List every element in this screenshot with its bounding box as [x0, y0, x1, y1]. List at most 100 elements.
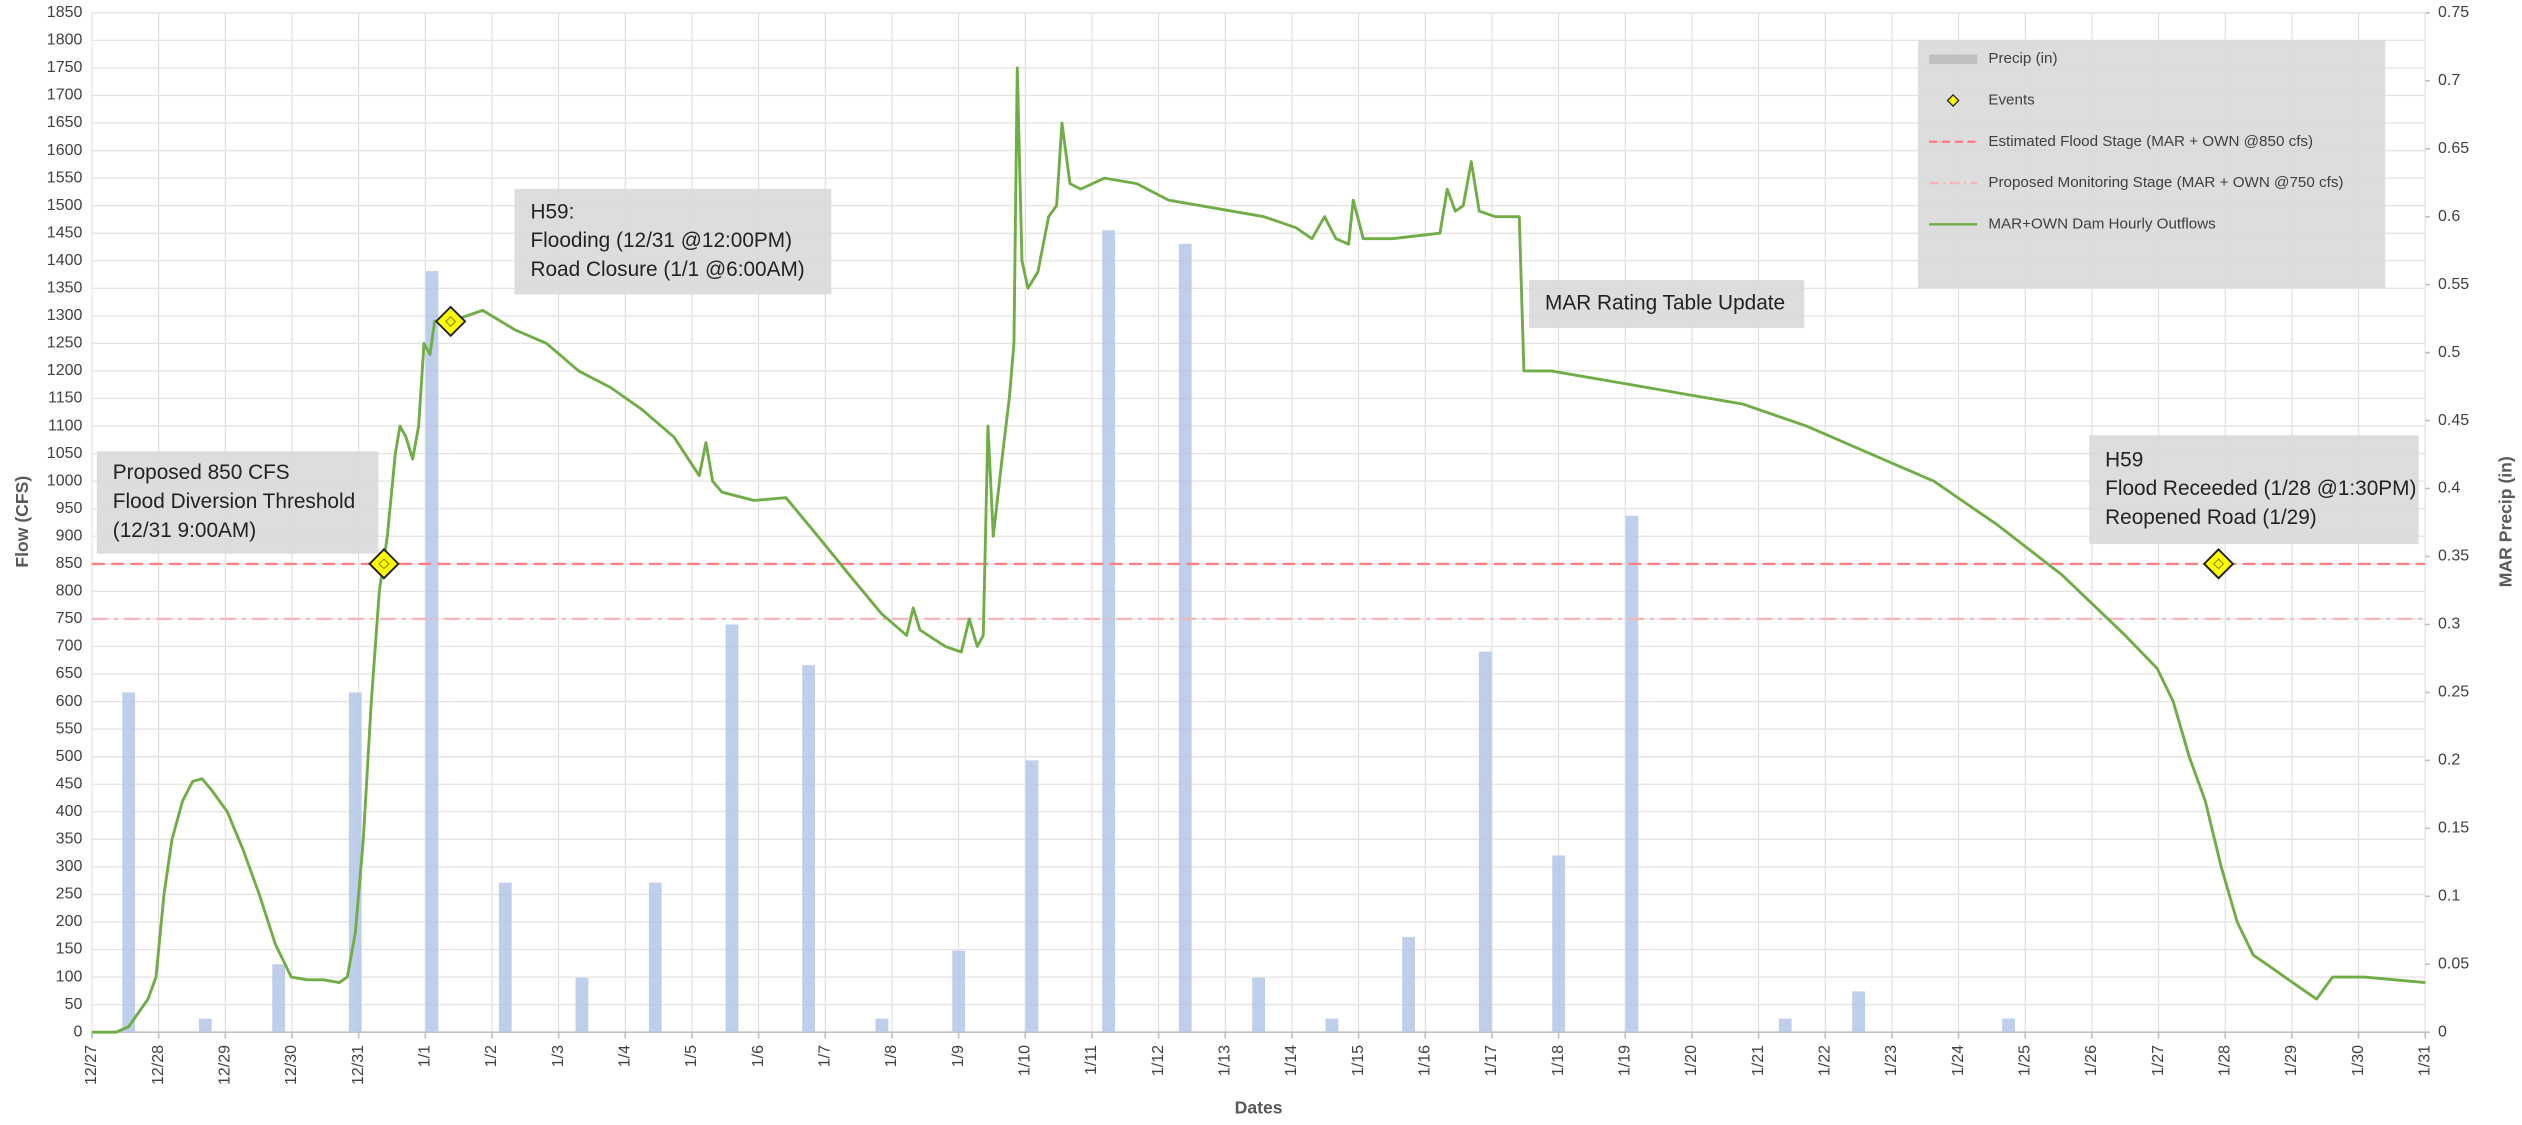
y-tick-label: 1800: [47, 32, 83, 49]
y2-tick-label: 0.1: [2438, 887, 2460, 904]
y-tick-label: 250: [56, 886, 83, 903]
y2-tick-label: 0.45: [2438, 412, 2469, 429]
x-axis-title: Dates: [1235, 1098, 1283, 1118]
y-tick-label: 1150: [48, 390, 83, 407]
x-tick-label: 1/13: [1216, 1045, 1233, 1076]
y-tick-label: 1300: [47, 307, 83, 324]
x-tick-label: 1/25: [2016, 1045, 2033, 1076]
x-tick-label: 12/27: [83, 1045, 100, 1085]
y-tick-label: 400: [56, 803, 83, 820]
y-tick-label: 750: [56, 610, 83, 627]
y-tick-label: 600: [56, 693, 83, 710]
y-tick-label: 1600: [47, 142, 83, 159]
precip-bar: [1025, 760, 1039, 1033]
y2-tick-label: 0.35: [2438, 548, 2469, 565]
x-tick-label: 1/28: [2216, 1045, 2233, 1076]
x-tick-label: 12/31: [350, 1045, 367, 1085]
y-tick-label: 1000: [47, 472, 83, 489]
outflow-line: [91, 66, 2426, 1034]
x-tick-label: 1/8: [883, 1045, 900, 1067]
y-tick-label: 1500: [47, 197, 83, 214]
y-tick-label: 1700: [47, 87, 83, 104]
y-tick-label: 650: [56, 665, 83, 682]
y-tick-label: 950: [56, 500, 83, 517]
annotation-text: (12/31 9:00AM): [113, 519, 256, 542]
y-tick-label: 100: [56, 968, 83, 985]
y-tick-label: 1350: [47, 280, 83, 297]
y2-tick-label: 0: [2438, 1023, 2447, 1040]
x-tick-label: 1/10: [1016, 1045, 1033, 1076]
precip-bar: [198, 1018, 212, 1033]
precip-bar: [1625, 515, 1639, 1033]
precip-bar: [1402, 937, 1415, 1033]
precip-bar: [1852, 991, 1865, 1033]
y2-tick-label: 0.15: [2438, 820, 2469, 837]
precip-bar: [952, 950, 966, 1033]
y-tick-label: 700: [56, 638, 83, 655]
legend-label: Estimated Flood Stage (MAR + OWN @850 cf…: [1988, 133, 2313, 150]
y2-tick-label: 0.2: [2438, 752, 2460, 769]
precip-bar: [875, 1018, 889, 1033]
y-tick-label: 1750: [47, 59, 83, 76]
precip-bar: [2002, 1018, 2015, 1033]
y-tick-label: 450: [56, 775, 83, 792]
y-axis-title: Flow (CFS): [12, 476, 32, 568]
x-tick-label: 1/20: [1683, 1045, 1700, 1076]
legend-label: Proposed Monitoring Stage (MAR + OWN @75…: [1988, 174, 2343, 191]
legend-label: Events: [1988, 92, 2035, 109]
x-tick-label: 1/17: [1483, 1045, 1500, 1076]
y-tick-label: 550: [56, 720, 83, 737]
x-tick-label: 12/28: [150, 1045, 167, 1085]
y-tick-label: 1250: [47, 335, 83, 352]
y2-tick-label: 0.7: [2438, 72, 2460, 89]
precip-bar: [1252, 977, 1266, 1033]
x-tick-label: 1/6: [750, 1045, 767, 1067]
x-tick-label: 1/29: [2283, 1045, 2300, 1076]
event-marker: [2202, 548, 2235, 580]
x-tick-label: 1/7: [817, 1045, 834, 1067]
x-tick-label: 12/30: [283, 1045, 300, 1085]
y-tick-label: 1200: [47, 362, 83, 379]
legend-label: Precip (in): [1988, 50, 2057, 67]
annotation-box: [1529, 280, 1805, 329]
x-tick-label: 1/18: [1550, 1045, 1567, 1076]
x-tick-label: 1/3: [550, 1045, 567, 1067]
annotation-box: [514, 188, 832, 295]
y2-tick-label: 0.5: [2438, 344, 2460, 361]
x-tick-label: 1/27: [2150, 1045, 2167, 1076]
legend-swatch: [1946, 93, 1960, 108]
event-marker: [434, 305, 467, 338]
precip-bar: [1778, 1018, 1792, 1033]
annotation-text: H59:: [530, 200, 574, 223]
y-tick-label: 900: [56, 527, 83, 544]
legend-box: [1917, 40, 2386, 289]
precip-bar: [348, 692, 362, 1033]
x-tick-label: 1/14: [1283, 1045, 1300, 1076]
y-tick-label: 1450: [47, 224, 83, 241]
y2-tick-label: 0.65: [2438, 140, 2469, 157]
x-tick-label: 1/30: [2350, 1045, 2367, 1076]
y-tick-label: 350: [56, 831, 83, 848]
annotation-text: Proposed 850 CFS: [113, 461, 290, 484]
annotation-box: [2089, 435, 2419, 545]
precip-bar: [1102, 230, 1116, 1033]
annotation-text: MAR Rating Table Update: [1545, 292, 1785, 315]
y-tick-label: 150: [56, 941, 83, 958]
event-marker-inner: [2213, 558, 2225, 570]
x-tick-label: 1/12: [1150, 1045, 1167, 1076]
event-marker-inner: [378, 558, 390, 570]
precip-bar: [802, 665, 816, 1033]
x-tick-label: 1/19: [1616, 1045, 1633, 1076]
y2-tick-label: 0.3: [2438, 616, 2460, 633]
y-tick-label: 1550: [47, 169, 83, 186]
x-tick-label: 12/29: [217, 1045, 234, 1085]
annotation-text: Flood Receeded (1/28 @1:30PM): [2105, 477, 2416, 500]
precip-bar: [1478, 651, 1492, 1033]
y-tick-label: 1400: [47, 252, 83, 269]
x-tick-label: 1/9: [950, 1045, 967, 1067]
x-tick-label: 1/24: [1950, 1045, 1967, 1076]
x-tick-label: 1/26: [2083, 1045, 2100, 1076]
legend-swatch: [1929, 54, 1978, 65]
precip-bar: [425, 271, 439, 1033]
